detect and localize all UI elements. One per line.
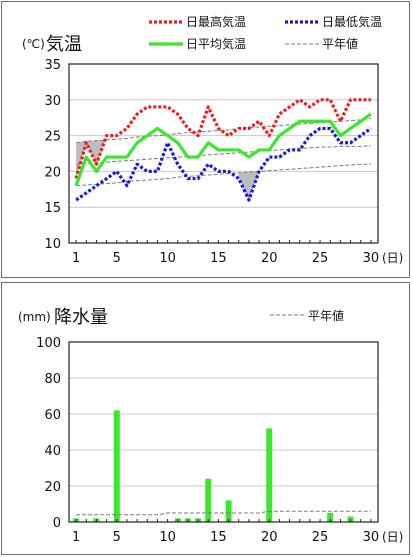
series-line-0	[74, 98, 371, 179]
precip-bar	[113, 410, 120, 522]
y-tick-label: 60	[44, 408, 61, 423]
precip-unit-label: (mm)	[18, 310, 51, 324]
y-tick-label: 80	[44, 372, 61, 387]
x-tick-label: 10	[159, 530, 176, 545]
y-tick-label: 35	[44, 58, 61, 73]
x-unit-label: (日)	[382, 530, 403, 544]
x-tick-label: 15	[210, 251, 227, 266]
temperature-title: 気温	[46, 34, 82, 55]
y-tick-label: 20	[44, 165, 61, 180]
normal-line	[76, 510, 371, 516]
y-tick-label: 20	[44, 480, 61, 495]
x-tick-label: 30	[363, 530, 380, 545]
x-tick-label: 25	[312, 530, 329, 545]
below-normal-shade	[76, 135, 107, 179]
x-tick-label: 25	[312, 251, 329, 266]
temperature-unit-label: (℃)	[22, 37, 45, 51]
y-tick-label: 25	[44, 130, 61, 145]
precipitation-panel: (mm) 降水量 平年値 0 20 40 60 80 100 1 5 10 15 20 25 30 (日)	[1, 282, 410, 555]
y-tick-label: 0	[53, 516, 61, 531]
x-unit-label: (日)	[382, 251, 403, 265]
precip-title: 降水量	[54, 307, 108, 328]
x-tick-label: 5	[113, 530, 121, 545]
legend-label-3: 平年値	[322, 36, 358, 51]
x-tick-label: 10	[159, 251, 176, 266]
x-tick-label: 5	[113, 251, 121, 266]
series-line-4	[76, 163, 371, 187]
x-tick-label: 1	[72, 251, 80, 266]
x-tick-label: 20	[261, 530, 278, 545]
y-tick-label: 15	[44, 201, 61, 216]
y-tick-label: 40	[44, 444, 61, 459]
x-tick-label: 30	[363, 251, 380, 266]
y-tick-label: 10	[44, 237, 61, 252]
x-tick-label: 1	[72, 530, 80, 545]
series-line-1	[75, 126, 372, 202]
x-tick-label: 20	[261, 251, 278, 266]
precip-bar	[225, 500, 232, 522]
legend-label-2: 日平均気温	[186, 36, 246, 51]
precip-bar	[266, 428, 273, 522]
series-line-2	[74, 112, 372, 187]
legend-label-0: 日最高気温	[186, 14, 246, 29]
below-normal-shade	[238, 171, 260, 201]
y-tick-label: 100	[36, 336, 61, 351]
precip-bar	[327, 513, 334, 522]
plot-frame	[68, 63, 379, 244]
y-tick-label: 30	[44, 94, 61, 109]
x-tick-label: 15	[210, 530, 227, 545]
plot-frame	[68, 341, 379, 523]
temperature-panel: (℃) 気温 日最高気温 日最低気温 日平均気温 平年値 10 15 20 25 30 35 1 5 10 1…	[1, 1, 410, 278]
legend-label-1: 日最低気温	[322, 14, 382, 29]
precip-bar	[205, 478, 212, 522]
series-line-5	[76, 145, 371, 165]
legend-label-normal: 平年値	[308, 308, 344, 323]
